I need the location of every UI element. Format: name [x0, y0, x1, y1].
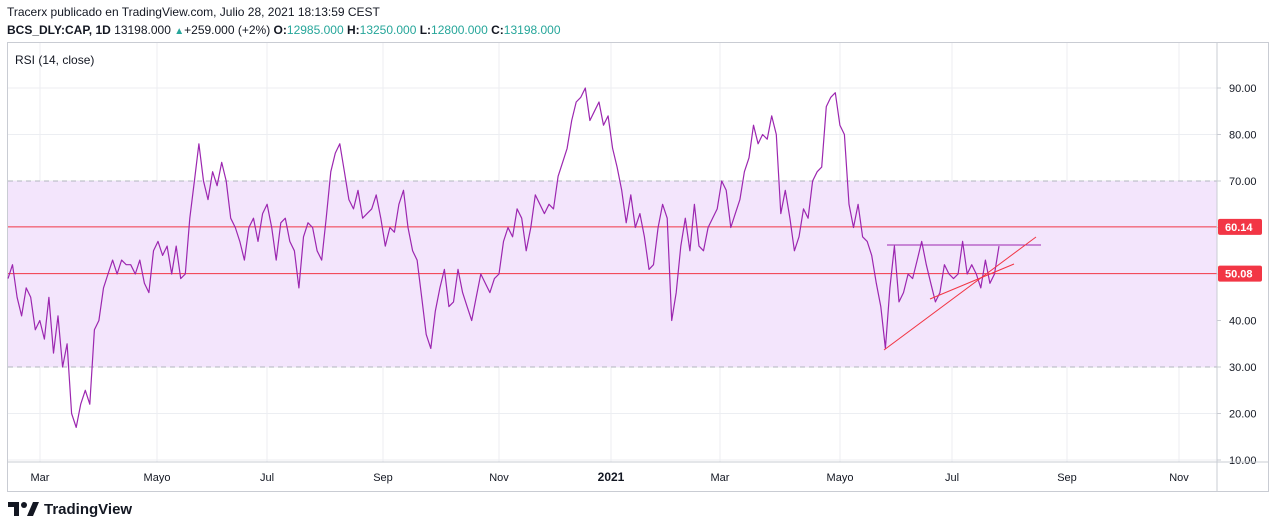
x-tick-label: Mayo [827, 472, 854, 484]
x-tick-label: Mar [711, 472, 730, 484]
tradingview-logo-icon [8, 502, 39, 516]
trend-line-major[interactable] [883, 236, 1037, 351]
level-value-label: 50.08 [1225, 269, 1253, 281]
triangle-up-icon: ▲ [174, 26, 185, 37]
y-tick-label: 90.00 [1229, 83, 1257, 95]
x-tick-label: Jul [945, 472, 959, 484]
low-label: L: [419, 23, 432, 37]
x-tick-label: Nov [1169, 472, 1189, 484]
tradingview-logo[interactable]: TradingView [8, 500, 132, 518]
high-label: H: [346, 23, 360, 37]
close-label: C: [491, 23, 504, 37]
last-price: 13198.000 [114, 23, 171, 37]
y-tick-label: 70.00 [1229, 176, 1257, 188]
x-tick-label: Nov [489, 472, 509, 484]
x-tick-label: Sep [1057, 472, 1077, 484]
x-tick-label: 2021 [598, 470, 625, 484]
y-tick-label: 20.00 [1229, 409, 1257, 421]
high-value: 13250.000 [359, 23, 417, 37]
symbol-info-bar: BCS_DLY:CAP, 1D 13198.000 ▲+259.000 (+2%… [7, 23, 561, 37]
y-tick-label: 30.00 [1229, 362, 1257, 374]
symbol-name[interactable]: BCS_DLY:CAP, 1D [7, 23, 111, 37]
x-tick-label: Mar [31, 472, 50, 484]
publisher-line: Tracerx publicado en TradingView.com, Ju… [7, 5, 380, 19]
y-tick-label: 10.00 [1229, 455, 1257, 467]
rsi-line [7, 87, 1000, 428]
open-label: O: [273, 23, 287, 37]
indicator-label: RSI (14, close) [15, 53, 94, 67]
price-change: +259.000 (+2%) [184, 23, 271, 37]
level-value-badge [1218, 218, 1262, 235]
tradingview-logo-text: TradingView [44, 500, 133, 518]
close-value: 13198.000 [503, 23, 561, 37]
level-value-label: 60.14 [1225, 222, 1253, 234]
trend-line-minor[interactable] [929, 263, 1015, 300]
low-value: 12800.000 [431, 23, 488, 37]
chart-panel[interactable] [7, 42, 1269, 492]
x-tick-label: Mayo [144, 472, 171, 484]
level-value-badge [1218, 265, 1262, 282]
x-tick-label: Jul [260, 472, 274, 484]
y-tick-label: 40.00 [1229, 316, 1257, 328]
y-tick-label: 80.00 [1229, 130, 1257, 142]
x-tick-label: Sep [373, 472, 393, 484]
open-value: 12985.000 [286, 23, 344, 37]
